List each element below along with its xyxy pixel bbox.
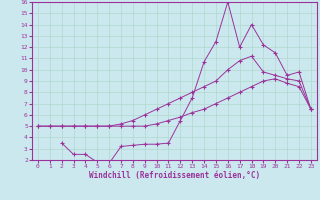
X-axis label: Windchill (Refroidissement éolien,°C): Windchill (Refroidissement éolien,°C) bbox=[89, 171, 260, 180]
